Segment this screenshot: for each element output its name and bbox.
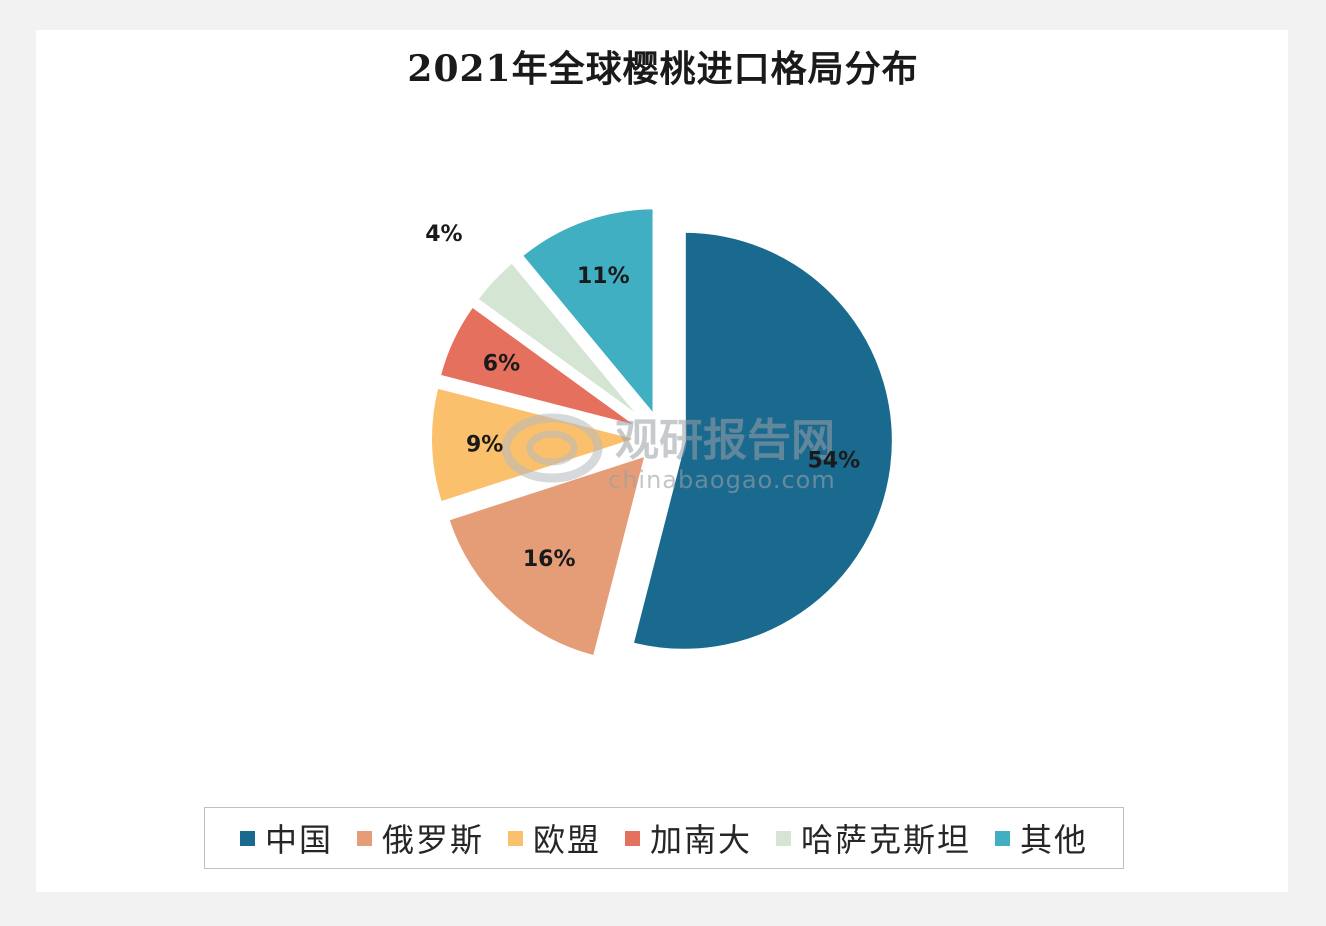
legend-item-5: 哈萨克斯坦 — [776, 815, 971, 861]
chart-title: 2021年全球樱桃进口格局分布 — [407, 48, 919, 90]
watermark-url: chinabaogao.com — [608, 466, 836, 494]
legend-item-2: 俄罗斯 — [356, 815, 484, 861]
legend-swatch-2 — [356, 830, 372, 846]
legend-label-5: 哈萨克斯坦 — [801, 821, 972, 859]
pie-value-label-2: 16% — [523, 547, 576, 572]
pie-slice-4 — [436, 303, 645, 431]
legend-label-3: 欧盟 — [532, 821, 601, 859]
pie-slice-5 — [474, 259, 648, 425]
pie-slice-1 — [629, 228, 896, 653]
pie-value-label-3: 9% — [466, 433, 503, 458]
pie-value-label-5: 4% — [425, 222, 462, 247]
legend-swatch-6 — [995, 830, 1011, 846]
pie-value-label-6: 11% — [577, 264, 630, 289]
watermark: 观研报告网 chinabaogao.com — [501, 413, 836, 494]
legend-swatch-3 — [507, 830, 523, 846]
legend-label-1: 中国 — [264, 821, 333, 859]
watermark-logo-icon — [501, 413, 603, 483]
pie-slice-2 — [445, 452, 649, 660]
legend-item-4: 加南大 — [625, 815, 752, 861]
legend-label-6: 其他 — [1020, 821, 1089, 859]
legend-swatch-4 — [625, 830, 640, 846]
legend-label-2: 俄罗斯 — [381, 821, 484, 859]
pie-labels: 54% 16% 9% 6% 4% 11% — [425, 222, 860, 572]
legend-item-1: 中国 — [239, 815, 333, 861]
legend-item-6: 其他 — [995, 815, 1088, 861]
pie-value-label-1: 54% — [807, 449, 860, 474]
pie-slices — [428, 205, 896, 660]
pie-slice-6 — [518, 205, 657, 420]
legend: 中国 俄罗斯 欧盟 加南大 哈萨克斯坦 其他 — [204, 807, 1124, 869]
legend-label-4: 加南大 — [650, 821, 753, 859]
legend-swatch-1 — [239, 830, 255, 846]
chart-frame — [36, 30, 1288, 892]
watermark-name: 观研报告网 — [615, 415, 835, 466]
legend-item-3: 欧盟 — [507, 815, 601, 861]
pie-slice-3 — [428, 384, 643, 506]
legend-swatch-5 — [776, 830, 792, 846]
pie-value-label-4: 6% — [483, 351, 520, 376]
